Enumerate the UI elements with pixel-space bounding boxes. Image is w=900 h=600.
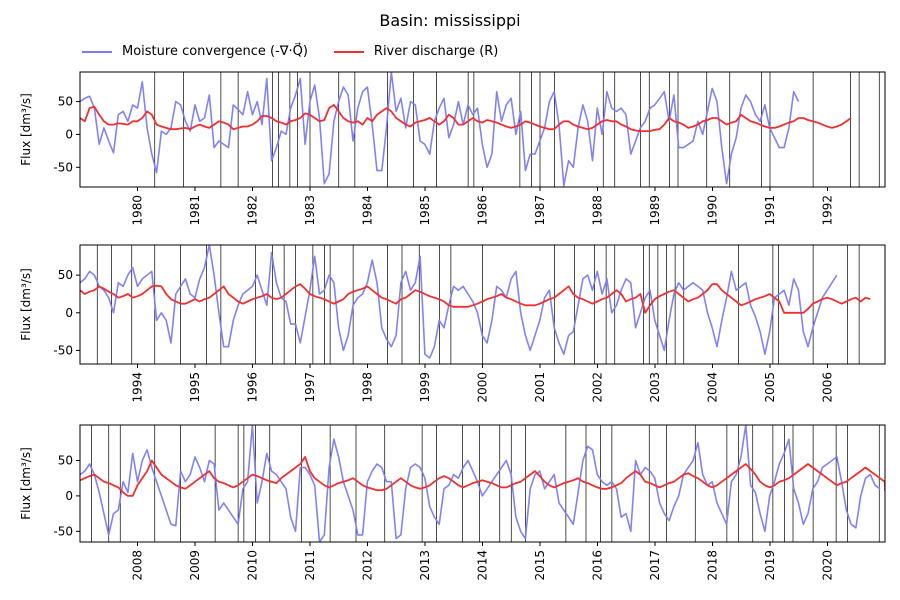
legend: Moisture convergence (-∇·Q⃗) River disch… — [82, 44, 524, 59]
y-tick-label: -50 — [53, 524, 73, 538]
y-tick-label: -50 — [53, 160, 73, 174]
legend-item-convergence: Moisture convergence (-∇·Q⃗) — [82, 44, 308, 59]
x-tick-label: 1994 — [131, 372, 145, 403]
x-tick-label: 1996 — [246, 372, 260, 403]
x-tick-label: 1995 — [188, 372, 202, 403]
plot-frame — [79, 424, 886, 543]
y-tick-label: 50 — [58, 453, 73, 467]
x-tick-label: 2008 — [131, 550, 145, 581]
y-tick-label: -50 — [53, 343, 73, 357]
x-tick-label: 1980 — [131, 195, 145, 226]
x-tick-label: 2014 — [476, 550, 490, 581]
x-tick-label: 1981 — [188, 195, 202, 226]
series-line-convergence — [80, 245, 838, 359]
legend-label-convergence: Moisture convergence (-∇·Q⃗) — [122, 44, 308, 59]
x-tick-label: 2006 — [821, 372, 835, 403]
y-tick-label: 0 — [65, 127, 73, 141]
series-line-discharge — [80, 104, 852, 133]
x-tick-label: 1989 — [648, 195, 662, 226]
y-axis-label: Flux [dm³/s] — [19, 93, 33, 166]
x-tick-label: 1999 — [418, 372, 432, 403]
x-tick-label: 1998 — [361, 372, 375, 403]
x-tick-label: 2017 — [648, 550, 662, 581]
x-tick-label: 2004 — [706, 372, 720, 403]
x-tick-label: 2001 — [533, 372, 547, 403]
x-tick-label: 2020 — [821, 550, 835, 581]
x-tick-label: 1985 — [418, 195, 432, 226]
x-tick-label: 1997 — [303, 372, 317, 403]
series-line-convergence — [80, 425, 881, 542]
legend-item-discharge: River discharge (R) — [333, 44, 499, 59]
x-tick-label: 1986 — [476, 195, 490, 226]
x-tick-label: 1991 — [763, 195, 777, 226]
y-tick-label: 50 — [58, 95, 73, 109]
x-tick-label: 1988 — [591, 195, 605, 226]
x-tick-label: 2000 — [476, 372, 490, 403]
y-axis-label: Flux [dm³/s] — [19, 268, 33, 341]
panel-1: 50 0 -50 1980 1981 1982 1983 1984 1985 1986 1987 19… — [19, 71, 886, 226]
y-tick-label: 0 — [65, 306, 73, 320]
x-tick-label: 2002 — [591, 372, 605, 403]
x-tick-label: 2016 — [591, 550, 605, 581]
x-tick-label: 1992 — [821, 195, 835, 226]
y-tick-label: 0 — [65, 489, 73, 503]
x-tick-label: 2003 — [648, 372, 662, 403]
series-line-discharge — [80, 455, 885, 497]
legend-swatch-discharge — [333, 50, 364, 53]
legend-swatch-convergence — [82, 50, 112, 53]
chart-title: Basin: mississippi — [379, 11, 521, 30]
x-tick-label: 1983 — [303, 195, 317, 226]
x-tick-label: 2019 — [763, 550, 777, 581]
plot-frame — [79, 71, 886, 188]
legend-label-discharge: River discharge (R) — [373, 44, 499, 59]
x-tick-label: 1984 — [361, 195, 375, 226]
x-tick-label: 2015 — [533, 550, 547, 581]
x-tick-label: 1987 — [533, 195, 547, 226]
panel-2: 50 0 -50 1994 1995 1996 1997 1998 1999 2000 2001 20… — [19, 244, 886, 403]
x-tick-label: 2005 — [763, 372, 777, 403]
x-tick-label: 1990 — [706, 195, 720, 226]
panel-3: 50 0 -50 2008 2009 2010 2011 2012 2013 2014 2015 20… — [19, 424, 886, 581]
x-tick-label: 1982 — [246, 195, 260, 226]
x-tick-label: 2010 — [246, 550, 260, 581]
y-axis-label: Flux [dm³/s] — [19, 447, 33, 520]
x-tick-label: 2011 — [303, 550, 317, 581]
x-tick-label: 2009 — [188, 550, 202, 581]
x-tick-label: 2013 — [418, 550, 432, 581]
series-line-discharge — [80, 283, 871, 314]
series-line-convergence — [80, 72, 800, 187]
x-tick-label: 2018 — [706, 550, 720, 581]
x-tick-label: 2012 — [361, 550, 375, 581]
y-tick-label: 50 — [58, 268, 73, 282]
